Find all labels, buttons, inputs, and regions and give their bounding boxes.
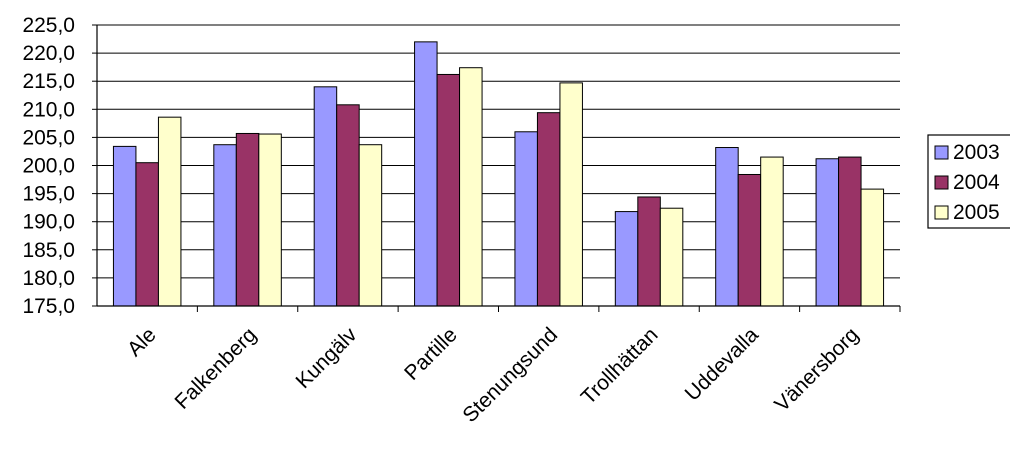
legend-swatch-2004 xyxy=(934,175,949,190)
x-category-label: Vänersborg xyxy=(770,323,863,416)
bar-2003-5 xyxy=(614,211,639,307)
legend-label: 2005 xyxy=(953,201,1000,224)
y-tick-label: 220,0 xyxy=(22,42,75,65)
bar-2005-3 xyxy=(459,67,483,307)
bar-2004-4 xyxy=(536,112,561,307)
y-tick-label: 180,0 xyxy=(22,267,75,290)
bar-2005-0 xyxy=(157,116,182,307)
bar-2003-6 xyxy=(715,147,739,307)
bar-2004-7 xyxy=(838,156,862,307)
bar-2003-0 xyxy=(112,145,137,307)
bars xyxy=(112,41,885,307)
legend-swatch-2003 xyxy=(934,145,949,160)
y-tick-label: 190,0 xyxy=(22,211,75,234)
bar-2003-3 xyxy=(414,41,438,307)
bar-2003-4 xyxy=(514,131,538,307)
y-tick-label: 210,0 xyxy=(22,98,75,121)
bar-2003-2 xyxy=(313,86,338,307)
axes xyxy=(92,24,901,312)
bar-2005-1 xyxy=(258,133,282,307)
x-category-label: Uddevalla xyxy=(681,323,764,406)
y-tick-label: 175,0 xyxy=(22,295,75,318)
x-category-label: Trollhättan xyxy=(577,323,663,409)
x-category-label: Stenungsund xyxy=(458,323,562,427)
bar-2005-4 xyxy=(559,82,583,307)
bar-2004-1 xyxy=(235,132,260,307)
y-tick-label: 185,0 xyxy=(22,239,75,262)
bar-2005-7 xyxy=(860,188,885,307)
y-tick-label: 205,0 xyxy=(22,126,75,149)
x-category-label: Kungälv xyxy=(292,323,362,393)
bar-2003-7 xyxy=(815,158,840,307)
legend-label: 2004 xyxy=(953,171,1000,194)
legend-label: 2003 xyxy=(953,141,1000,164)
y-tick-labels: 175,0 180,0 185,0 190,0 195,0 200,0 205,0 210,0… xyxy=(22,14,75,318)
y-tick-label: 225,0 xyxy=(22,14,75,37)
legend: 2003 2004 2005 xyxy=(927,134,1010,229)
bar-2005-2 xyxy=(358,144,383,307)
y-tick-label: 215,0 xyxy=(22,70,75,93)
bar-2003-1 xyxy=(213,144,237,307)
y-tick-label: 200,0 xyxy=(22,155,75,178)
x-category-label: Ale xyxy=(123,323,161,361)
bar-2004-5 xyxy=(637,196,661,307)
x-category-label: Falkenberg xyxy=(171,323,262,414)
bar-2005-6 xyxy=(760,156,784,307)
bar-2004-3 xyxy=(436,73,461,307)
y-tick-label: 195,0 xyxy=(22,183,75,206)
legend-swatch-2005 xyxy=(934,205,949,220)
bar-2004-0 xyxy=(135,162,159,307)
bar-2004-6 xyxy=(737,173,762,307)
x-category-label: Partille xyxy=(400,323,462,385)
bar-2005-5 xyxy=(659,207,684,307)
bar-2004-2 xyxy=(336,104,360,307)
